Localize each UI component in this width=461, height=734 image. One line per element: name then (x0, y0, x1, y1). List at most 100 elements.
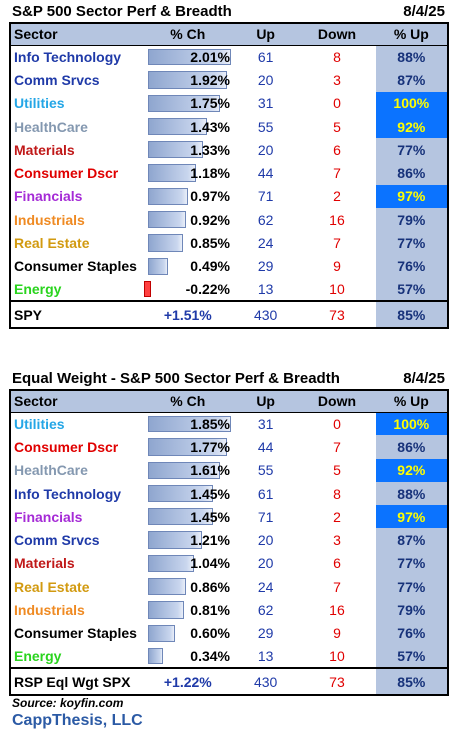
panel-title: Equal Weight - S&P 500 Sector Perf & Bre… (12, 369, 340, 387)
pct-up-value: 88% (375, 45, 448, 69)
pct-change-cell: 1.92% (146, 68, 233, 91)
pct-change-value: 0.60% (190, 625, 230, 642)
total-up: 430 (233, 300, 299, 329)
pct-change-value: 1.21% (190, 532, 230, 549)
pct-up-value: 86% (375, 161, 448, 185)
pct-change-bar (143, 280, 151, 298)
table-row: Comm Srvcs 1.92% 20 3 87% (10, 68, 448, 92)
down-count: 8 (333, 485, 341, 502)
sector-name: Financials (14, 188, 83, 205)
col-header-up: Up (233, 390, 299, 413)
pct-change-cell: 0.92% (146, 208, 233, 231)
table-row: Utilities 1.85% 31 0 100% (10, 412, 448, 436)
pct-up-value: 77% (375, 138, 448, 162)
sector-name: Consumer Staples (14, 625, 137, 642)
up-count: 44 (257, 165, 274, 182)
pct-change-cell: 1.77% (146, 435, 233, 458)
pct-change-value: 0.97% (190, 188, 230, 205)
down-count: 2 (333, 188, 341, 205)
pct-change-value: 2.01% (190, 48, 230, 65)
header-row: Sector% Ch Up Down% Up (10, 23, 448, 46)
pct-change-cell: 2.01% (146, 45, 233, 68)
pct-change-value: 0.34% (190, 648, 230, 665)
pct-change-value: 1.61% (190, 462, 230, 479)
pct-change-bar (147, 234, 183, 252)
total-up: 430 (233, 667, 299, 696)
pct-up-value: 87% (375, 68, 448, 92)
table-row: Info Technology 1.45% 61 8 88% (10, 481, 448, 506)
up-count: 31 (257, 415, 274, 432)
sector-name: Industrials (14, 602, 85, 619)
header-row: Sector% Ch Up Down% Up (10, 390, 448, 413)
pct-up-value: 76% (375, 254, 448, 278)
sector-name: Info Technology (14, 485, 122, 502)
total-pct-up: 85% (375, 300, 448, 329)
up-count: 55 (257, 462, 274, 479)
up-count: 20 (257, 555, 274, 572)
col-header-sector: Sector (10, 390, 146, 413)
pct-change-cell: 0.49% (146, 255, 233, 278)
pct-change-bar (147, 48, 231, 66)
pct-change-value: 1.43% (190, 118, 230, 135)
pct-change-bar (147, 461, 220, 479)
sector-name: Comm Srvcs (14, 71, 100, 88)
table-row: HealthCare 1.61% 55 5 92% (10, 458, 448, 482)
col-header-up: Up (233, 23, 299, 46)
table-row: Consumer Staples 0.49% 29 9 76% (10, 254, 448, 278)
pct-change-value: 1.33% (190, 141, 230, 158)
up-count: 24 (257, 235, 274, 252)
pct-change-value: 1.77% (190, 438, 230, 455)
up-count: 61 (257, 485, 274, 502)
pct-up-value: 57% (375, 644, 448, 669)
pct-change-value: 1.85% (190, 415, 230, 432)
pct-up-value: 92% (375, 114, 448, 139)
total-pct-change: +1.22% (145, 667, 233, 696)
down-count: 0 (333, 415, 341, 432)
table-row: Real Estate 0.85% 24 7 77% (10, 231, 448, 255)
pct-up-value: 77% (375, 575, 448, 599)
pct-change-bar (147, 578, 187, 596)
down-count: 5 (333, 118, 341, 135)
pct-up-value: 97% (375, 505, 448, 529)
table-row: Financials 1.45% 71 2 97% (10, 505, 448, 529)
up-count: 62 (257, 211, 274, 228)
down-count: 7 (333, 438, 341, 455)
col-header-sector: Sector (10, 23, 146, 46)
table-row: Industrials 0.81% 62 16 79% (10, 598, 448, 622)
pct-up-value: 77% (375, 231, 448, 255)
pct-change-cell: 0.86% (146, 575, 233, 598)
up-count: 71 (257, 508, 274, 525)
pct-change-bar (147, 484, 213, 503)
pct-change-bar (147, 531, 202, 549)
col-header-pctup: % Up (375, 23, 448, 46)
down-count: 16 (329, 211, 345, 228)
sector-name: Financials (14, 508, 83, 525)
pct-up-value: 100% (375, 91, 448, 115)
pct-change-value: 0.92% (190, 211, 230, 228)
pct-change-value: -0.22% (185, 281, 230, 298)
brand-label: CappThesis, LLC (12, 712, 143, 729)
sector-name: Energy (14, 648, 62, 665)
pct-change-bar (147, 141, 203, 159)
up-count: 29 (257, 258, 274, 275)
col-header-pctup: % Up (375, 390, 448, 413)
pct-change-cell: 0.85% (146, 231, 233, 254)
down-count: 9 (333, 625, 341, 642)
down-count: 7 (333, 578, 341, 595)
down-count: 7 (333, 235, 341, 252)
pct-change-bar (147, 601, 184, 619)
pct-change-value: 1.75% (190, 95, 230, 112)
down-count: 9 (333, 258, 341, 275)
sector-name: Comm Srvcs (14, 532, 100, 549)
pct-change-value: 1.45% (190, 508, 230, 525)
sector-name: Materials (14, 555, 75, 572)
down-count: 0 (333, 95, 341, 112)
table-row: Energy -0.22% 13 10 57% (10, 277, 448, 302)
pct-change-cell: 1.45% (146, 482, 233, 505)
up-count: 24 (257, 578, 274, 595)
pct-change-value: 1.04% (190, 555, 230, 572)
pct-change-cell: 1.33% (146, 138, 233, 161)
total-down: 73 (298, 667, 376, 696)
pct-up-value: 88% (375, 481, 448, 506)
pct-change-value: 0.85% (190, 235, 230, 252)
